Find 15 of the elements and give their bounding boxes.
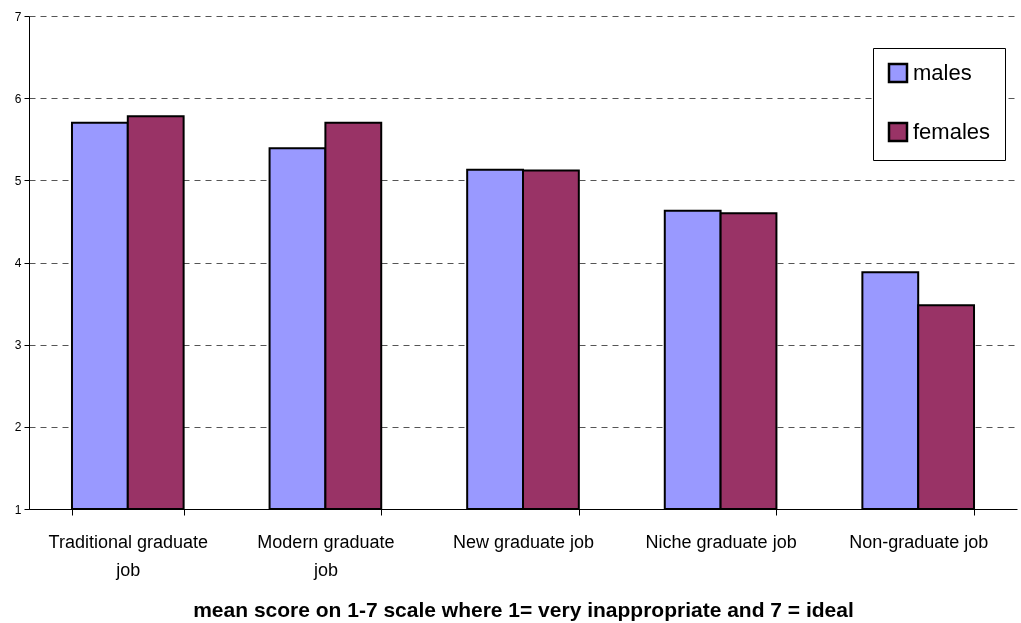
x-axis-title: mean score on 1-7 scale where 1= very inappropriate and 7 = ideal (193, 597, 854, 621)
x-tick-label: New graduate job (452, 531, 595, 552)
legend-label: females (913, 119, 991, 144)
legend-label: males (913, 60, 972, 85)
x-tick-label: Modern graduate job (257, 531, 395, 580)
y-tick-label: 3 (14, 338, 22, 353)
y-tick-label: 4 (14, 256, 22, 270)
y-tick-label: 5 (14, 173, 22, 188)
y-tick-label: 7 (14, 9, 22, 24)
y-tick-label: 6 (14, 91, 22, 106)
x-tick-label: Traditional graduate job (48, 531, 209, 580)
y-tick-label: 2 (14, 420, 22, 435)
x-tick-label: Non-graduate job (849, 531, 989, 552)
x-tick-label: Niche graduate job (645, 531, 797, 552)
y-tick-label: 1 (14, 502, 22, 517)
